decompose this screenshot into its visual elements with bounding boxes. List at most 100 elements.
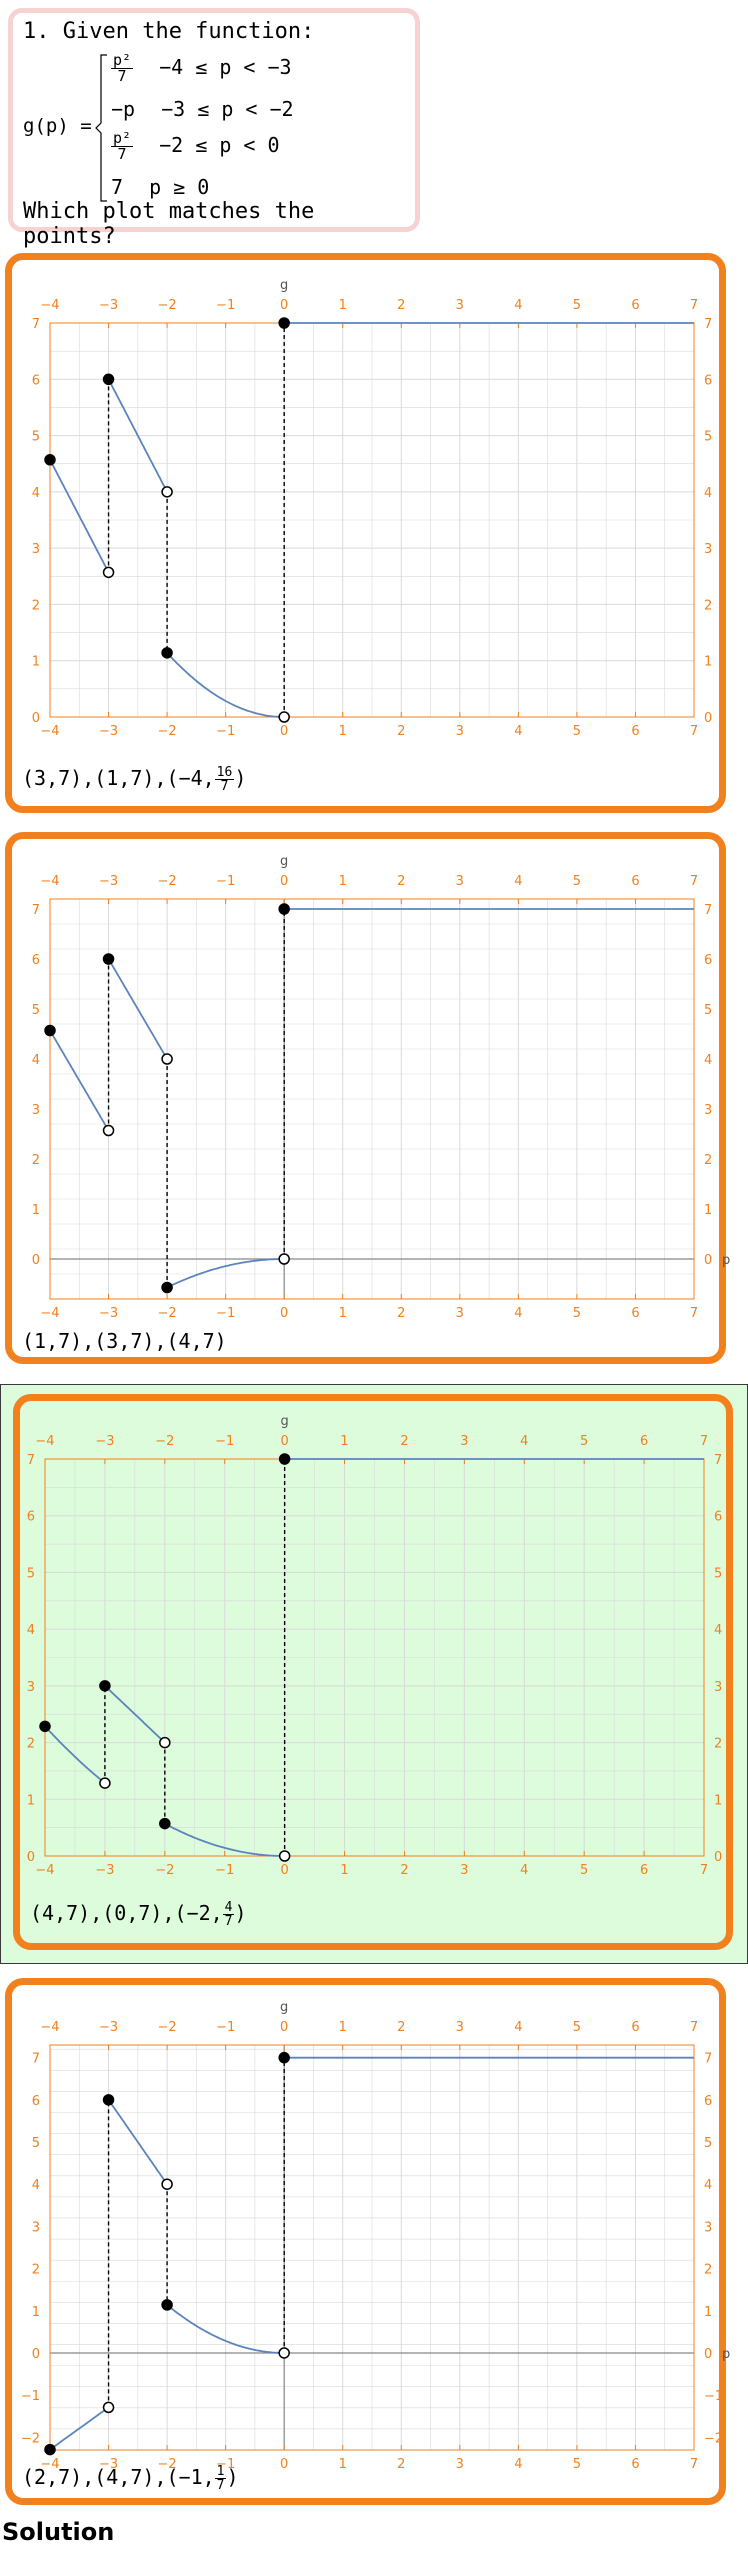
series-line [166, 2304, 285, 2354]
y-tick-label-left: 1 [32, 655, 40, 670]
closed-point [159, 1817, 171, 1830]
y-tick-label-left: 1 [32, 1203, 40, 1218]
x-tick-label-top: 4 [514, 298, 522, 313]
closed-point [44, 2443, 56, 2456]
series-line [107, 958, 168, 1060]
option-card-1[interactable]: −4 −4 −3 −3 −2 −2 −1 −1 0 0 1 1 2 2 3 3 4 4 5 5 6 6 7 7 0 0 1 1 2 2 3 3… [5, 253, 726, 813]
x-tick-label-bottom: 0 [280, 2457, 288, 2472]
x-tick-label-top: 3 [456, 874, 464, 889]
x-tick-label-top: 1 [339, 298, 347, 313]
y-tick-label-right: 0 [704, 2347, 712, 2362]
y-tick-label-right: 6 [704, 373, 712, 388]
y-tick-label-left: 5 [32, 430, 40, 445]
y-tick-label-left: 4 [32, 1053, 40, 1068]
y-tick-label-left: 0 [27, 1850, 35, 1865]
open-point [99, 1777, 111, 1789]
x-tick-label-bottom: 5 [573, 2457, 581, 2472]
y-tick-label-left: 5 [27, 1566, 35, 1581]
x-tick-label-bottom: 6 [631, 1306, 639, 1321]
axis-label-g: g [280, 854, 288, 869]
solution-label: Solution [2, 2518, 115, 2546]
y-tick-label-right: 3 [714, 1680, 722, 1695]
x-tick-label-top: 5 [573, 298, 581, 313]
x-tick-label-top: 7 [690, 874, 698, 889]
series-line [166, 1258, 285, 1289]
x-tick-label-top: 0 [280, 298, 288, 313]
closed-point [39, 1720, 51, 1733]
x-tick-label-bottom: −4 [40, 724, 59, 739]
x-tick-label-top: −1 [215, 1434, 234, 1449]
x-tick-label-top: 3 [456, 298, 464, 313]
y-tick-label-right: 7 [704, 317, 712, 332]
closed-point [161, 647, 173, 659]
x-tick-label-bottom: −2 [158, 724, 177, 739]
option-points-1: (3,7),(1,7),(−4, 16 7) [22, 765, 247, 794]
y-tick-label-right: 3 [704, 542, 712, 557]
y-tick-label-left: 2 [27, 1737, 35, 1752]
closed-point [44, 1024, 56, 1037]
x-tick-label-top: −2 [158, 874, 177, 889]
piecewise-brace [95, 54, 107, 202]
y-tick-label-left: 5 [32, 1003, 40, 1018]
option-points-4: (2,7),(4,7),(−1, 1 7) [22, 2464, 239, 2493]
y-tick-label-left: 2 [32, 598, 40, 613]
x-tick-label-top: 2 [397, 874, 405, 889]
series-line [107, 2099, 168, 2185]
open-point [102, 566, 115, 579]
y-tick-label-right: 1 [714, 1793, 722, 1808]
closed-point [161, 2299, 173, 2311]
y-tick-label-right: 2 [704, 598, 712, 613]
closed-point [102, 373, 115, 386]
y-tick-label-left: 6 [32, 953, 40, 968]
function-lhs: g(p) = [23, 115, 92, 137]
x-tick-label-bottom: 2 [397, 724, 405, 739]
x-tick-label-bottom: 1 [340, 1863, 348, 1878]
x-tick-label-top: 1 [339, 874, 347, 889]
x-tick-label-bottom: 3 [456, 724, 464, 739]
y-tick-label-right: 0 [714, 1850, 722, 1865]
y-tick-label-left: 2 [32, 2263, 40, 2278]
x-tick-label-top: 5 [573, 874, 581, 889]
y-tick-label-right: 1 [704, 655, 712, 670]
y-tick-label-right: 5 [704, 430, 712, 445]
series-line [104, 1685, 166, 1744]
x-tick-label-bottom: 3 [456, 1306, 464, 1321]
open-point [102, 2401, 115, 2414]
x-tick-label-bottom: −4 [35, 1863, 54, 1878]
y-tick-label-left: 3 [32, 2220, 40, 2235]
y-tick-label-right: 5 [704, 2136, 712, 2151]
open-point [278, 711, 290, 723]
x-tick-label-bottom: −2 [155, 1863, 174, 1878]
y-tick-label-right: 6 [704, 2094, 712, 2109]
closed-point [102, 2094, 115, 2106]
x-tick-label-bottom: −1 [216, 1306, 235, 1321]
option-card-4[interactable]: −4 −4 −3 −3 −2 −2 −1 −1 0 0 1 1 2 2 3 3 4 4 5 5 6 6 7 7 −2 −2 −1 −1… [5, 1978, 730, 2505]
x-tick-label-top: −1 [216, 2020, 235, 2035]
x-tick-label-bottom: 5 [580, 1863, 588, 1878]
x-tick-label-top: −2 [155, 1434, 174, 1449]
closed-point [161, 1281, 173, 1294]
x-tick-label-bottom: 7 [690, 1306, 698, 1321]
y-tick-label-left: −2 [21, 2431, 40, 2446]
x-tick-label-bottom: 2 [400, 1863, 408, 1878]
open-point [278, 1253, 290, 1265]
y-tick-label-left: 3 [32, 542, 40, 557]
y-tick-label-right: −2 [704, 2431, 723, 2446]
series-line [164, 1822, 285, 1857]
y-tick-label-right: −1 [704, 2389, 723, 2404]
x-tick-label-top: 0 [280, 1434, 288, 1449]
axis-label-p: p [722, 1253, 730, 1268]
option-card-3[interactable]: −4 −4 −3 −3 −2 −2 −1 −1 0 0 1 1 2 2 3 3 4 4 5 5 6 6 7 7 0 0 1 1 2 2 3 3… [13, 1394, 733, 1950]
x-tick-label-top: −4 [40, 874, 59, 889]
option-card-2[interactable]: −4 −4 −3 −3 −2 −2 −1 −1 0 0 1 1 2 2 3 3 4 4 5 5 6 6 7 7 0 0 1 1 2 2 3 3… [5, 832, 730, 1364]
closed-point [278, 2051, 290, 2064]
y-tick-label-right: 7 [704, 903, 712, 918]
y-tick-label-right: 4 [714, 1623, 722, 1638]
y-tick-label-left: 3 [27, 1680, 35, 1695]
x-tick-label-top: 0 [280, 2020, 288, 2035]
x-tick-label-bottom: 7 [690, 724, 698, 739]
x-tick-label-top: 2 [400, 1434, 408, 1449]
open-point [102, 1124, 115, 1137]
closed-point [102, 953, 115, 965]
option-plot-4: −4 −4 −3 −3 −2 −2 −1 −1 0 0 1 1 2 2 3 3 4 4 5 5 6 6 7 7 −2 −2 −1 −1… [21, 2000, 730, 2472]
